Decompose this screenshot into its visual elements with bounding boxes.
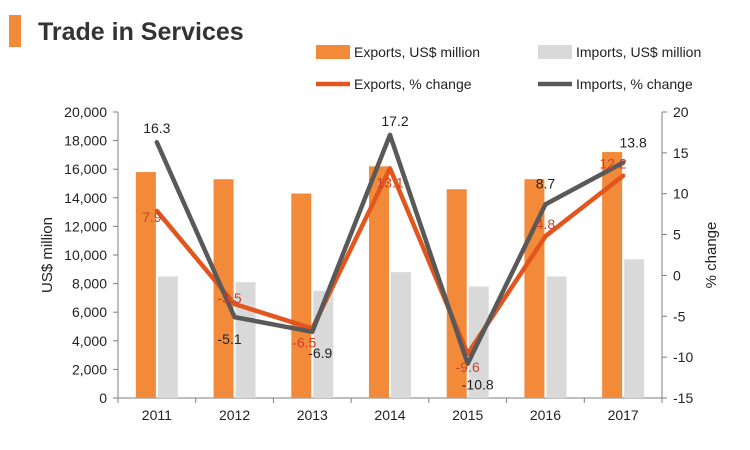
legend: Exports, US$ million Imports, US$ million… [316, 44, 701, 92]
exports-change-label: -9.6 [456, 359, 480, 375]
exports-change-line [154, 166, 626, 357]
exports-bar [369, 166, 389, 398]
chart-title: Trade in Services [38, 18, 244, 46]
right-tick-label: -15 [673, 390, 693, 406]
left-tick-label: 16,000 [64, 161, 107, 177]
right-axis-title: % change [703, 222, 720, 289]
left-tick-label: 12,000 [64, 218, 107, 234]
legend-label: Exports, % change [354, 76, 472, 92]
exports-bar [291, 193, 312, 398]
left-tick-label: 0 [99, 390, 107, 406]
left-tick-label: 6,000 [72, 304, 107, 320]
exports-change-label: -3.5 [218, 290, 242, 306]
exports-bar [135, 172, 156, 398]
left-axis-title: US$ million [39, 217, 56, 293]
imports-change-label: -6.9 [308, 345, 332, 361]
left-tick-label: 4,000 [72, 333, 107, 349]
legend-label: Exports, US$ million [354, 44, 480, 60]
x-tick-label: 2016 [530, 407, 561, 423]
left-tick-label: 8,000 [72, 276, 107, 292]
left-tick-label: 20,000 [64, 104, 107, 120]
left-tick-label: 14,000 [64, 190, 107, 206]
data-labels: 7.9 -3.5 -6.5 13.1 -9.6 4.8 12.2 16.3 -5.1 -6.9 17… [142, 113, 647, 393]
right-tick-label: 20 [673, 104, 689, 120]
exports-change-label: -6.5 [292, 335, 316, 351]
imports-change-label: 8.7 [536, 175, 556, 191]
left-tick-label: 18,000 [64, 133, 107, 149]
legend-label: Imports, US$ million [576, 44, 701, 60]
x-tick-label: 2013 [297, 407, 328, 423]
x-tick-label: 2014 [374, 407, 405, 423]
imports-change-label: 16.3 [143, 120, 170, 136]
legend-swatch [316, 45, 350, 59]
exports-change-label: 4.8 [536, 216, 556, 232]
right-tick-label: -10 [673, 349, 693, 365]
right-tick-label: 0 [673, 267, 681, 283]
legend-swatch [538, 45, 572, 59]
imports-change-label: 17.2 [381, 113, 408, 129]
imports-change-label: -5.1 [218, 331, 242, 347]
x-tick-label: 2011 [142, 407, 172, 423]
exports-change-label: 7.9 [142, 209, 162, 225]
lines [154, 132, 626, 366]
exports-bar [602, 152, 623, 398]
imports-change-label: 13.8 [620, 135, 647, 151]
right-tick-label: 10 [673, 186, 689, 202]
imports-bar [391, 272, 411, 398]
axes: 0 2,000 4,000 6,000 8,000 10,000 12,000 14,000 1… [39, 104, 720, 423]
imports-bar [546, 276, 567, 398]
x-tick-label: 2017 [608, 407, 639, 423]
imports-bar [157, 276, 178, 398]
right-tick-label: 15 [673, 145, 689, 161]
left-tick-label: 2,000 [72, 361, 107, 377]
imports-change-label: -10.8 [462, 377, 494, 393]
right-tick-label: 5 [673, 227, 681, 243]
x-tick-label: 2012 [219, 407, 250, 423]
imports-bar [624, 259, 645, 398]
exports-change-label: 13.1 [376, 174, 403, 190]
legend-label: Imports, % change [576, 76, 693, 92]
left-tick-label: 10,000 [64, 247, 107, 263]
title-accent-bar [9, 15, 21, 47]
imports-change-line [154, 132, 626, 366]
x-tick-label: 2015 [452, 407, 483, 423]
exports-change-label: 12.2 [600, 156, 627, 172]
right-tick-label: -5 [673, 308, 686, 324]
